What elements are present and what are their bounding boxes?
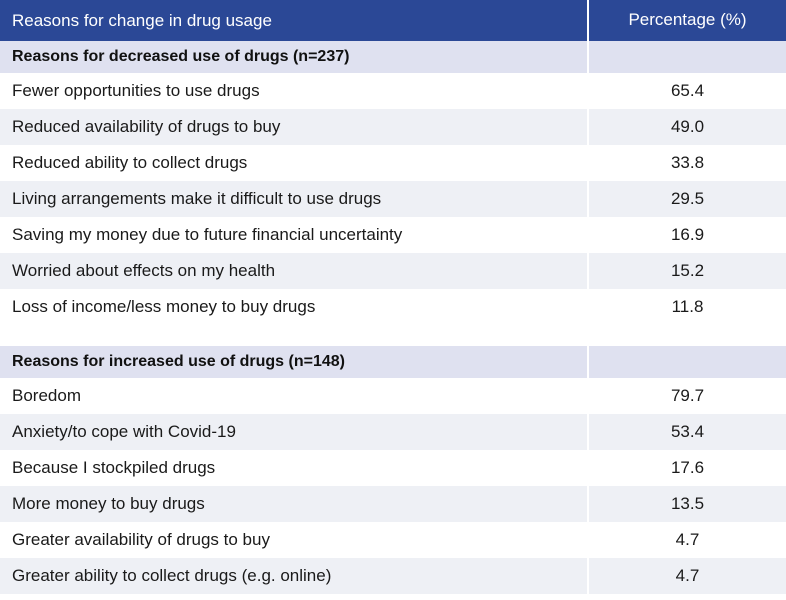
percentage-cell: 65.4 bbox=[587, 73, 786, 109]
percentage-cell: 13.5 bbox=[587, 486, 786, 522]
section-title-increased: Reasons for increased use of drugs (n=14… bbox=[0, 346, 588, 378]
reason-cell: Fewer opportunities to use drugs bbox=[0, 73, 588, 109]
percentage-cell: 29.5 bbox=[587, 181, 786, 217]
reason-cell: More money to buy drugs bbox=[0, 486, 588, 522]
column-header-reasons: Reasons for change in drug usage bbox=[0, 0, 588, 41]
section-header-increased: Reasons for increased use of drugs (n=14… bbox=[0, 346, 786, 378]
percentage-cell: 17.6 bbox=[587, 450, 786, 486]
reason-cell: Anxiety/to cope with Covid-19 bbox=[0, 414, 588, 450]
section-value-cell bbox=[587, 41, 786, 73]
table-row: More money to buy drugs 13.5 bbox=[0, 486, 786, 522]
percentage-cell: 33.8 bbox=[587, 145, 786, 181]
table-row: Living arrangements make it difficult to… bbox=[0, 181, 786, 217]
section-spacer bbox=[0, 325, 786, 346]
percentage-cell: 16.9 bbox=[587, 217, 786, 253]
table-row: Fewer opportunities to use drugs 65.4 bbox=[0, 73, 786, 109]
reason-cell: Loss of income/less money to buy drugs bbox=[0, 289, 588, 325]
table-row: Loss of income/less money to buy drugs 1… bbox=[0, 289, 786, 325]
percentage-cell: 4.7 bbox=[587, 522, 786, 558]
percentage-cell: 79.7 bbox=[587, 378, 786, 414]
reason-cell: Saving my money due to future financial … bbox=[0, 217, 588, 253]
table-row: Greater ability to collect drugs (e.g. o… bbox=[0, 558, 786, 594]
table-row: Because I stockpiled drugs 17.6 bbox=[0, 450, 786, 486]
table-row: Worried about effects on my health 15.2 bbox=[0, 253, 786, 289]
percentage-cell: 4.7 bbox=[587, 558, 786, 594]
table-header-row: Reasons for change in drug usage Percent… bbox=[0, 0, 786, 41]
reason-cell: Worried about effects on my health bbox=[0, 253, 588, 289]
reason-cell: Greater ability to collect drugs (e.g. o… bbox=[0, 558, 588, 594]
reason-cell: Greater availability of drugs to buy bbox=[0, 522, 588, 558]
reason-cell: Living arrangements make it difficult to… bbox=[0, 181, 588, 217]
column-header-percentage: Percentage (%) bbox=[587, 0, 786, 41]
percentage-cell: 49.0 bbox=[587, 109, 786, 145]
table-row: Greater availability of drugs to buy 4.7 bbox=[0, 522, 786, 558]
section-value-cell bbox=[587, 346, 786, 378]
reason-cell: Reduced ability to collect drugs bbox=[0, 145, 588, 181]
table-row: Boredom 79.7 bbox=[0, 378, 786, 414]
reason-cell: Boredom bbox=[0, 378, 588, 414]
table-row: Anxiety/to cope with Covid-19 53.4 bbox=[0, 414, 786, 450]
table-row: Reduced ability to collect drugs 33.8 bbox=[0, 145, 786, 181]
section-title-decreased: Reasons for decreased use of drugs (n=23… bbox=[0, 41, 588, 73]
table-row: Reduced availability of drugs to buy 49.… bbox=[0, 109, 786, 145]
table-row: Saving my money due to future financial … bbox=[0, 217, 786, 253]
percentage-cell: 11.8 bbox=[587, 289, 786, 325]
reason-cell: Because I stockpiled drugs bbox=[0, 450, 588, 486]
percentage-cell: 15.2 bbox=[587, 253, 786, 289]
section-header-decreased: Reasons for decreased use of drugs (n=23… bbox=[0, 41, 786, 73]
percentage-cell: 53.4 bbox=[587, 414, 786, 450]
reason-cell: Reduced availability of drugs to buy bbox=[0, 109, 588, 145]
